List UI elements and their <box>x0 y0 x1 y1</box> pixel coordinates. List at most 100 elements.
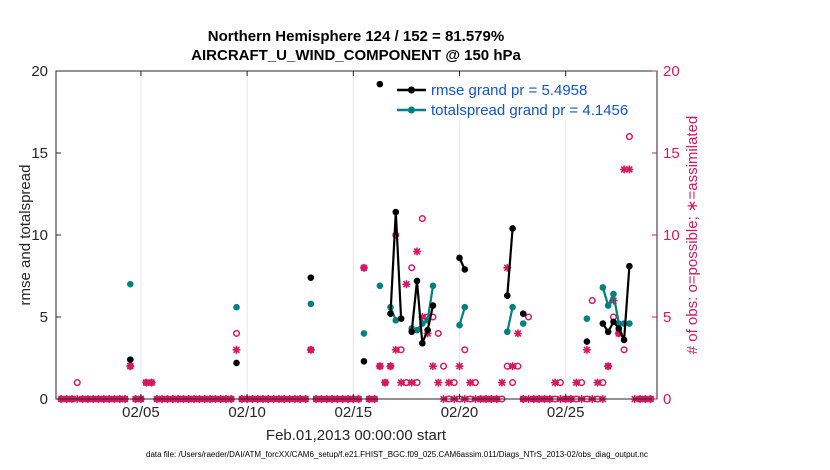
y2-tick-label: 0 <box>663 391 671 408</box>
obs-possible-point <box>73 379 81 387</box>
obs-assimilated-point <box>412 247 422 256</box>
legend-spread-marker <box>408 106 415 114</box>
obs-assimilated-stroke <box>307 346 315 354</box>
obs-assimilated-stroke <box>127 362 134 370</box>
totalspread-point <box>610 290 617 298</box>
rmse-point <box>583 338 591 345</box>
rmse-point <box>307 274 315 281</box>
x-tick-label: 02/05 <box>122 404 160 421</box>
rmse-point <box>461 266 469 273</box>
obs-assimilated-stroke <box>434 379 442 386</box>
rmse-point <box>376 80 384 88</box>
legend: rmse grand pr = 5.4958 totalspread grand… <box>392 78 654 120</box>
obs-assimilated-stroke <box>594 379 601 386</box>
rmse-point <box>610 318 617 326</box>
obs-assimilated-stroke <box>376 362 384 370</box>
totalspread-point <box>429 282 437 290</box>
tick-marks <box>56 70 657 400</box>
obs-assimilated-point <box>550 378 560 387</box>
obs-assimilated-stroke <box>413 248 421 255</box>
x-tick-label: 02/10 <box>228 404 266 421</box>
y-tick-label: 0 <box>40 391 48 408</box>
totalspread-point <box>509 303 516 311</box>
obs-possible-point <box>625 133 633 141</box>
rmse-point <box>127 356 134 363</box>
obs-assimilated-stroke <box>509 362 516 370</box>
obs-possible-point <box>588 297 596 305</box>
obs-assimilated-point <box>391 345 400 354</box>
rmse-point <box>615 325 623 332</box>
obs-assimilated-point <box>126 362 135 371</box>
footer-data-file: data file: /Users/raeder/DAI/ATM_forcXX/… <box>146 450 648 459</box>
y2-tick-label: 15 <box>663 145 680 162</box>
obs-possible-point <box>440 362 448 370</box>
totalspread-point <box>519 320 527 327</box>
totalspread-point <box>583 315 591 322</box>
totalspread-point <box>626 320 633 327</box>
obs-assimilated-stroke <box>466 379 474 386</box>
totalspread-point <box>127 280 134 288</box>
legend-rmse-label: rmse grand pr = 5.4958 <box>431 82 587 99</box>
y-axis-label: rmse and totalspread <box>17 165 34 306</box>
y2-tick-label: 5 <box>663 309 671 326</box>
obs-assimilated-point <box>147 378 156 387</box>
rmse-point <box>599 320 607 327</box>
obs-assimilated-point <box>396 378 406 387</box>
totalspread-point <box>503 328 511 336</box>
rmse-point <box>626 262 633 270</box>
totalspread-point <box>461 303 469 311</box>
obs-assimilated-point <box>381 378 390 387</box>
totalspread-line-segment <box>506 306 514 333</box>
obs-assimilated-stroke <box>604 362 612 370</box>
rmse-point <box>503 292 511 299</box>
rmse-line-segment <box>506 228 514 296</box>
totalspread-point <box>307 300 315 308</box>
obs-assimilated-point <box>434 378 443 387</box>
obs-possible-point <box>408 264 416 272</box>
rmse-point <box>519 310 527 318</box>
obs-assimilated-point <box>386 362 395 371</box>
rmse-point <box>509 225 516 232</box>
obs-assimilated-point <box>513 329 522 338</box>
tick-labels: 02/05 02/10 02/15 02/20 02/25 0 5 10 15 20 0 5 10 15 2… <box>31 63 679 421</box>
totalspread-point <box>360 330 368 337</box>
obs-assimilated-stroke <box>445 379 453 386</box>
obs-assimilated-stroke <box>403 280 410 288</box>
chart-title: Northern Hemisphere 124 / 152 = 81.579% <box>208 28 504 45</box>
legend-background <box>392 78 654 120</box>
obs-assimilated-point <box>444 378 453 387</box>
obs-assimilated-point <box>407 378 416 387</box>
obs-possible-point <box>620 346 628 354</box>
obs-assimilated-stroke <box>142 379 150 386</box>
rmse-point <box>360 357 368 365</box>
obs-assimilated-stroke <box>148 379 155 386</box>
obs-possible-point <box>524 313 533 321</box>
rmse-point <box>620 336 628 344</box>
obs-assimilated-point <box>625 165 634 174</box>
totalspread-point <box>604 302 612 309</box>
obs-possible-point <box>418 215 426 223</box>
obs-assimilated-stroke <box>498 379 506 386</box>
y-tick-label: 5 <box>40 309 48 326</box>
y-tick-label: 20 <box>31 63 48 80</box>
grid <box>140 71 567 399</box>
x-tick-label: 02/15 <box>335 404 373 421</box>
rmse-point <box>392 208 400 216</box>
totalspread-point <box>413 326 421 334</box>
obs-assimilated-point <box>232 345 241 354</box>
obs-assimilated-stroke <box>381 379 389 386</box>
obs-possible-point <box>434 329 442 337</box>
totalspread-point <box>376 282 384 290</box>
obs-assimilated-stroke <box>233 346 240 354</box>
rmse-point <box>413 277 421 285</box>
x-tick-label: 02/20 <box>441 404 479 421</box>
y-tick-label: 10 <box>31 227 48 244</box>
rmse-point <box>408 328 416 336</box>
obs-assimilated-stroke <box>397 379 405 386</box>
legend-rmse-marker <box>408 86 415 94</box>
obs-assimilated-point <box>428 362 438 371</box>
obs-assimilated-point <box>604 362 613 371</box>
obs-assimilated-stroke <box>626 166 633 173</box>
rmse-point <box>233 359 240 367</box>
